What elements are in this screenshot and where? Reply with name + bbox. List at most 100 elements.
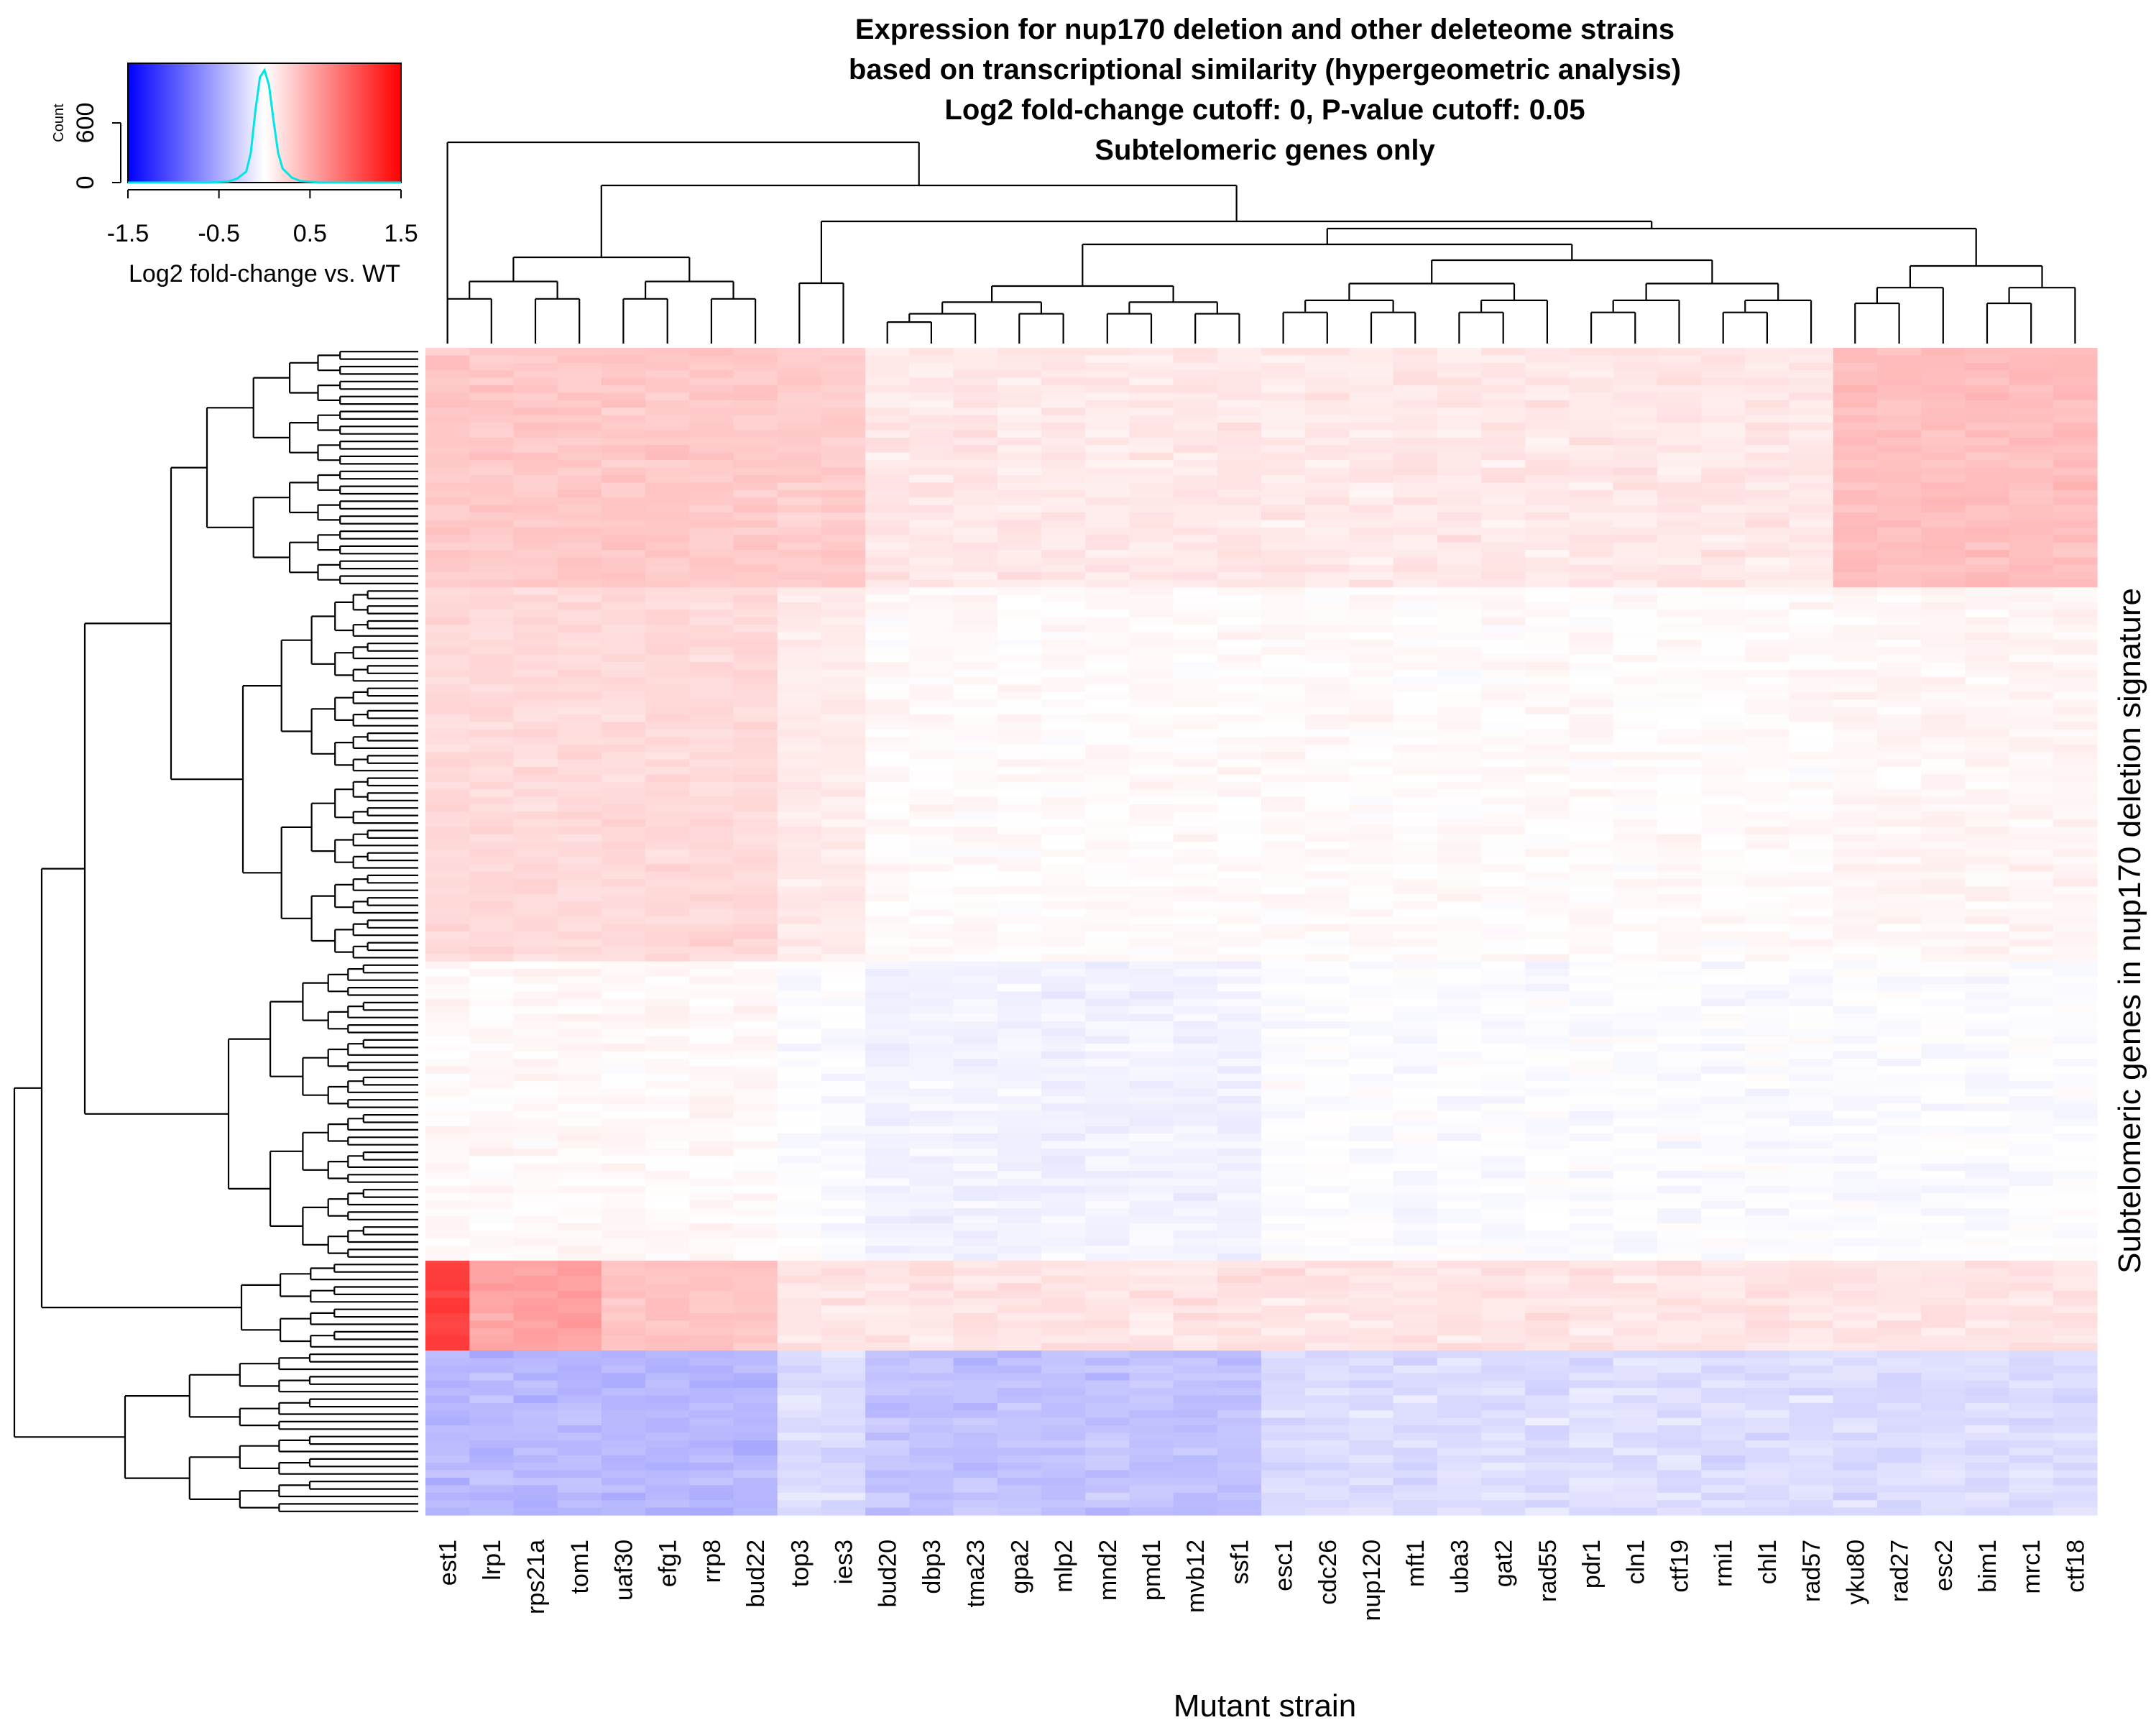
- heatmap-cell: [469, 505, 515, 513]
- heatmap-cell: [1657, 377, 1702, 386]
- heatmap-cell: [1349, 527, 1394, 535]
- heatmap-cell: [469, 737, 515, 745]
- heatmap-cell: [689, 1200, 734, 1209]
- heatmap-cell: [1393, 1088, 1438, 1097]
- heatmap-cell: [1261, 789, 1306, 798]
- heatmap-cell: [1701, 1253, 1746, 1261]
- heatmap-cell: [1261, 392, 1306, 401]
- heatmap-cell: [1041, 452, 1086, 461]
- heatmap-cell: [1613, 684, 1658, 693]
- heatmap-cell: [1041, 954, 1086, 962]
- heatmap-cell: [1085, 392, 1130, 401]
- heatmap-cell: [909, 564, 954, 573]
- heatmap-cell: [1129, 610, 1174, 618]
- heatmap-cell: [1437, 961, 1482, 970]
- heatmap-cell: [1217, 423, 1262, 431]
- heatmap-cell: [997, 1178, 1042, 1187]
- heatmap-cell: [1393, 969, 1438, 978]
- heatmap-cell: [1921, 348, 1966, 356]
- heatmap-cell: [425, 572, 470, 581]
- heatmap-cell: [1921, 1312, 1966, 1321]
- heatmap-cell: [821, 946, 866, 954]
- heatmap-cell: [1657, 1044, 1702, 1052]
- heatmap-cell: [1569, 886, 1614, 895]
- heatmap-cell: [2009, 864, 2054, 873]
- heatmap-cell: [865, 1283, 910, 1292]
- heatmap-cell: [1305, 1073, 1350, 1082]
- heatmap-cell: [777, 625, 822, 633]
- heatmap-cell: [1657, 699, 1702, 708]
- heatmap-cell: [1876, 460, 1922, 469]
- heatmap-cell: [1393, 1163, 1438, 1172]
- heatmap-cell: [1921, 460, 1966, 469]
- heatmap-cell: [1393, 759, 1438, 768]
- heatmap-cell: [1085, 759, 1130, 768]
- heatmap-cell: [1965, 1103, 2010, 1112]
- heatmap-cell: [1217, 1185, 1262, 1194]
- heatmap-cell: [1876, 392, 1922, 401]
- heatmap-cell: [1701, 1148, 1746, 1156]
- heatmap-cell: [733, 1261, 778, 1269]
- heatmap-cell: [425, 1044, 470, 1052]
- heatmap-cell: [1745, 1275, 1790, 1284]
- heatmap-cell: [2053, 1163, 2098, 1172]
- heatmap-cell: [1965, 640, 2010, 648]
- heatmap-cell: [1876, 1275, 1922, 1284]
- heatmap-cell: [1305, 1118, 1350, 1127]
- heatmap-cell: [1437, 699, 1482, 708]
- heatmap-cell: [997, 632, 1042, 640]
- heatmap-cell: [1789, 482, 1834, 491]
- heatmap-cell: [953, 691, 998, 700]
- heatmap-cell: [1833, 1103, 1878, 1112]
- heatmap-cell: [689, 893, 734, 902]
- heatmap-cell: [1833, 1261, 1878, 1269]
- heatmap-cell: [1657, 1081, 1702, 1090]
- heatmap-cell: [777, 1171, 822, 1179]
- heatmap-cell: [1437, 908, 1482, 917]
- heatmap-cell: [821, 834, 866, 842]
- heatmap-cell: [953, 445, 998, 454]
- heatmap-cell: [1525, 998, 1570, 1007]
- heatmap-cell: [689, 579, 734, 588]
- heatmap-cell: [1701, 640, 1746, 648]
- heatmap-cell: [2009, 834, 2054, 842]
- heatmap-cell: [645, 1215, 690, 1224]
- heatmap-cell: [1129, 1208, 1174, 1217]
- heatmap-cell: [1129, 445, 1174, 454]
- heatmap-cell: [1261, 385, 1306, 394]
- heatmap-cell: [513, 1200, 558, 1209]
- heatmap-cell: [1173, 1118, 1218, 1127]
- heatmap-cell: [601, 474, 646, 483]
- heatmap-cell: [1129, 677, 1174, 686]
- heatmap-cell: [1437, 1171, 1482, 1179]
- heatmap-cell: [733, 819, 778, 827]
- heatmap-cell: [1745, 729, 1790, 737]
- heatmap-cell: [1745, 932, 1790, 940]
- heatmap-cell: [1701, 1230, 1746, 1239]
- heatmap-cell: [909, 1088, 954, 1097]
- heatmap-cell: [733, 527, 778, 535]
- heatmap-cell: [997, 879, 1042, 888]
- heatmap-cell: [1349, 1096, 1394, 1105]
- heatmap-cell: [1305, 969, 1350, 978]
- heatmap-cell: [1525, 759, 1570, 768]
- heatmap-cell: [1921, 961, 1966, 970]
- heatmap-cell: [1657, 1208, 1702, 1217]
- heatmap-cell: [1701, 1141, 1746, 1149]
- heatmap-cell: [1876, 677, 1922, 686]
- heatmap-cell: [777, 602, 822, 610]
- heatmap-cell: [1041, 497, 1086, 506]
- heatmap-cell: [1437, 1036, 1482, 1044]
- heatmap-cell: [1525, 976, 1570, 985]
- heatmap-cell: [1613, 1200, 1658, 1209]
- heatmap-cell: [1657, 834, 1702, 842]
- heatmap-cell: [1876, 527, 1922, 535]
- heatmap-cell: [1261, 1110, 1306, 1119]
- heatmap-cell: [1481, 752, 1526, 760]
- heatmap-cell: [1173, 1126, 1218, 1134]
- heatmap-cell: [601, 1230, 646, 1239]
- heatmap-cell: [425, 1096, 470, 1105]
- heatmap-cell: [645, 879, 690, 888]
- heatmap-cell: [1876, 1215, 1922, 1224]
- heatmap-cell: [733, 550, 778, 558]
